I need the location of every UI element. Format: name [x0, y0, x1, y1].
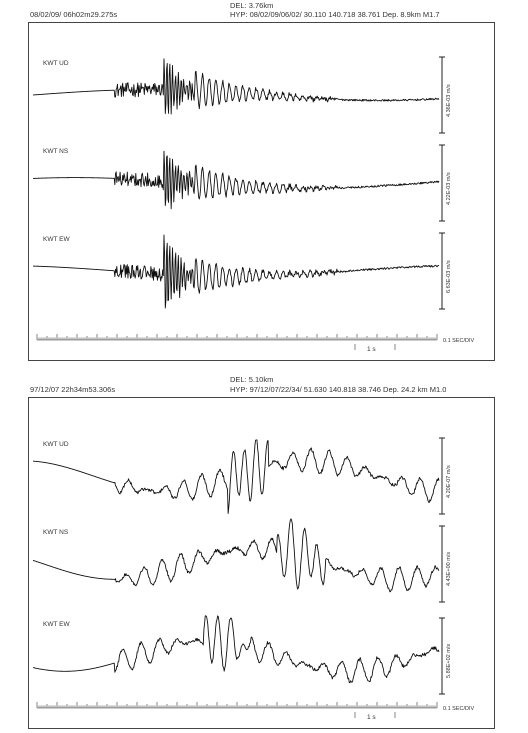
scale-label: 0.1 SEC/DIV	[443, 706, 475, 712]
channel-label: KWT UD	[43, 60, 69, 67]
panel1-hyp: HYP: 08/02/09/06/02/ 30.110 140.718 38.7…	[230, 10, 440, 19]
panel2-del: DEL: 5.10km	[230, 375, 274, 384]
panel1-del: DEL: 3.76km	[230, 1, 274, 10]
scale-label: 0.1 SEC/DIV	[443, 338, 475, 344]
waveform-trace	[32, 518, 440, 593]
time-marker-label: 1 s	[367, 714, 376, 721]
amplitude-label: 6.63E-03 m/s	[446, 260, 452, 293]
waveform-trace	[32, 615, 440, 684]
panel2-hyp: HYP: 97/12/07/22/34/ 51.630 140.818 38.7…	[230, 385, 447, 394]
seismogram-panel-2: KWT UD 4.20E-07 m/s KWT NS 4.43E+00 m/s KWT …	[28, 397, 495, 729]
waveform-trace	[32, 234, 440, 309]
seismogram-plot-2: KWT UD 4.20E-07 m/s KWT NS 4.43E+00 m/s KWT …	[32, 437, 475, 721]
channel-label: KWT EW	[43, 621, 70, 628]
amplitude-label: 4.36E-03 m/s	[446, 84, 452, 117]
waveform-trace	[32, 439, 440, 514]
time-marker-label: 1 s	[367, 346, 376, 353]
amplitude-label: 4.22E-03 m/s	[446, 172, 452, 205]
seismogram-panel-1: KWT UD 4.36E-03 m/s KWT NS 4.22E-03 m/s KWT …	[28, 22, 495, 361]
panel2-time: 97/12/07 22h34m53.306s	[30, 385, 116, 394]
channel-label: KWT NS	[43, 529, 69, 536]
waveform-trace	[32, 150, 440, 210]
waveform-trace	[32, 58, 440, 115]
amplitude-label: 4.20E-07 m/s	[446, 465, 452, 498]
channel-label: KWT UD	[43, 441, 69, 448]
seismogram-plot-1: KWT UD 4.36E-03 m/s KWT NS 4.22E-03 m/s KWT …	[32, 56, 475, 353]
amplitude-label: 4.43E+00 m/s	[446, 552, 452, 586]
channel-label: KWT EW	[43, 236, 70, 243]
amplitude-label: 5.88E+02 m/s	[446, 644, 452, 678]
panel1-time: 08/02/09/ 06h02m29.275s	[30, 10, 118, 19]
channel-label: KWT NS	[43, 148, 69, 155]
